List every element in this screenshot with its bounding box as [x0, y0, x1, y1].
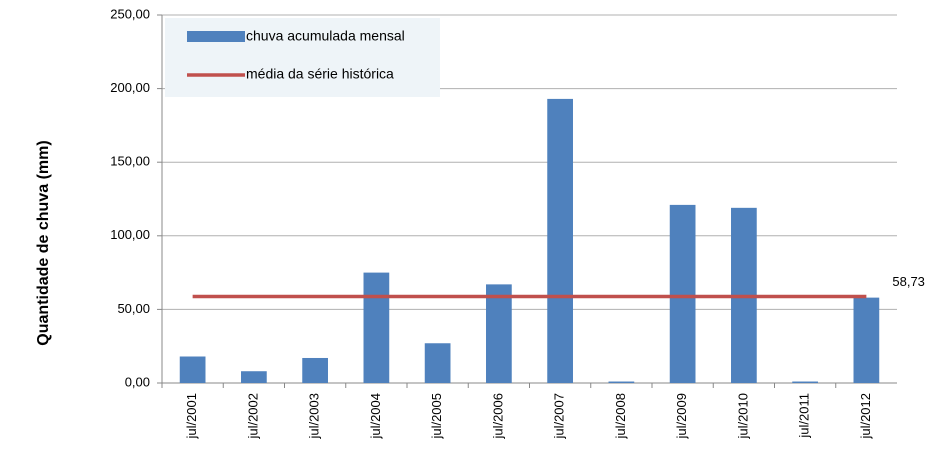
x-tick-label: jul/2011: [797, 393, 812, 439]
bar: [241, 371, 267, 383]
x-tick-label: jul/2012: [858, 393, 873, 440]
bar: [669, 204, 696, 383]
legend-swatch: [187, 31, 245, 42]
x-tick-label: jul/2009: [674, 393, 689, 440]
x-tick-label: jul/2006: [490, 393, 505, 440]
bar: [424, 343, 451, 383]
y-axis-label: Quantidade de chuva (mm): [35, 140, 52, 345]
legend-label: média da série histórica: [246, 66, 394, 82]
x-tick-label: jul/2001: [184, 393, 199, 440]
y-tick-label: 250,00: [110, 6, 150, 21]
bar: [608, 381, 635, 383]
x-tick-label: jul/2003: [307, 393, 322, 440]
x-tick-label: jul/2010: [735, 393, 750, 440]
bar: [363, 272, 390, 383]
bar: [486, 284, 512, 383]
legend-label: chuva acumulada mensal: [246, 28, 405, 44]
x-tick-label: jul/2004: [368, 393, 383, 440]
bar: [792, 381, 818, 383]
y-tick-label: 150,00: [110, 154, 150, 169]
x-tick-label: jul/2007: [552, 393, 567, 440]
x-tick-label: jul/2002: [245, 393, 260, 440]
y-tick-label: 200,00: [110, 80, 150, 95]
y-tick-label: 100,00: [110, 227, 150, 242]
bar: [547, 98, 573, 384]
bar: [179, 356, 206, 383]
bar: [853, 297, 880, 383]
y-tick-label: 50,00: [117, 301, 150, 316]
bar: [302, 357, 328, 383]
y-tick-label: 0,00: [125, 374, 150, 389]
average-label: 58,73: [892, 274, 925, 289]
x-tick-label: jul/2005: [429, 393, 444, 440]
x-tick-label: jul/2008: [613, 393, 628, 440]
